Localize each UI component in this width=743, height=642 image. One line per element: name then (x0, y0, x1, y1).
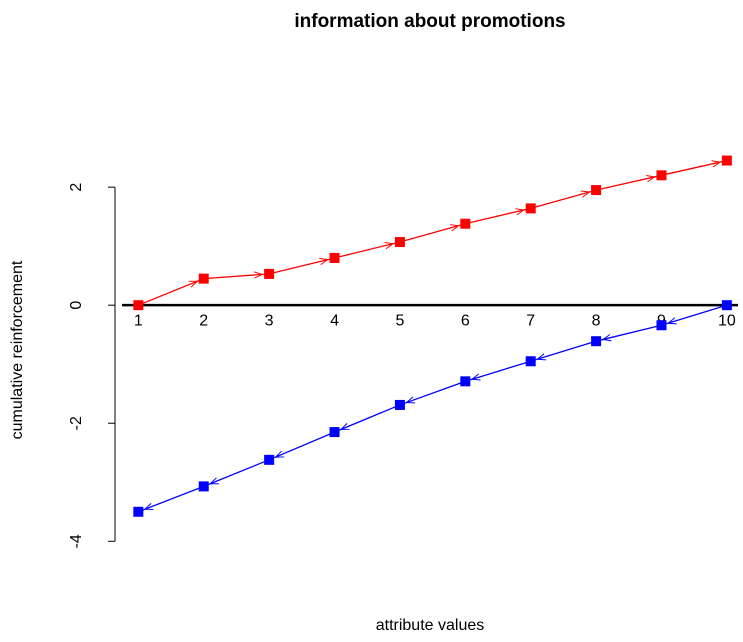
point (525, 203, 536, 214)
point (721, 155, 732, 166)
x-tick-label: 8 (592, 312, 601, 329)
y-tick-label: 0 (68, 301, 85, 310)
y-tick-label: 2 (68, 183, 85, 192)
x-tick-label: 3 (265, 312, 274, 329)
x-tick-label: 10 (718, 312, 736, 329)
point (329, 252, 340, 263)
point (329, 427, 340, 438)
point (133, 506, 144, 517)
y-axis-label: cumulative reinforcement (9, 260, 26, 439)
y-tick-label: -4 (68, 534, 85, 548)
x-tick-label: 6 (461, 312, 470, 329)
point (656, 170, 667, 181)
point (591, 185, 602, 196)
x-axis-label: attribute values (376, 617, 485, 634)
x-tick-label: 2 (199, 312, 208, 329)
point (460, 218, 471, 229)
x-tick-label: 1 (134, 312, 143, 329)
point (525, 356, 536, 367)
x-tick-label: 7 (526, 312, 535, 329)
point (721, 300, 732, 311)
point (198, 481, 209, 492)
point (656, 320, 667, 331)
chart-title: information about promotions (294, 11, 565, 32)
x-tick-label: 5 (395, 312, 404, 329)
point (394, 237, 405, 248)
point (394, 399, 405, 410)
series-line (138, 304, 728, 513)
point (460, 376, 471, 387)
point (264, 268, 275, 279)
point (264, 454, 275, 465)
point (133, 300, 144, 311)
point (198, 273, 209, 284)
y-tick-label: -2 (68, 416, 85, 430)
series-line (138, 159, 728, 306)
x-tick-label: 4 (330, 312, 339, 329)
point (591, 336, 602, 347)
